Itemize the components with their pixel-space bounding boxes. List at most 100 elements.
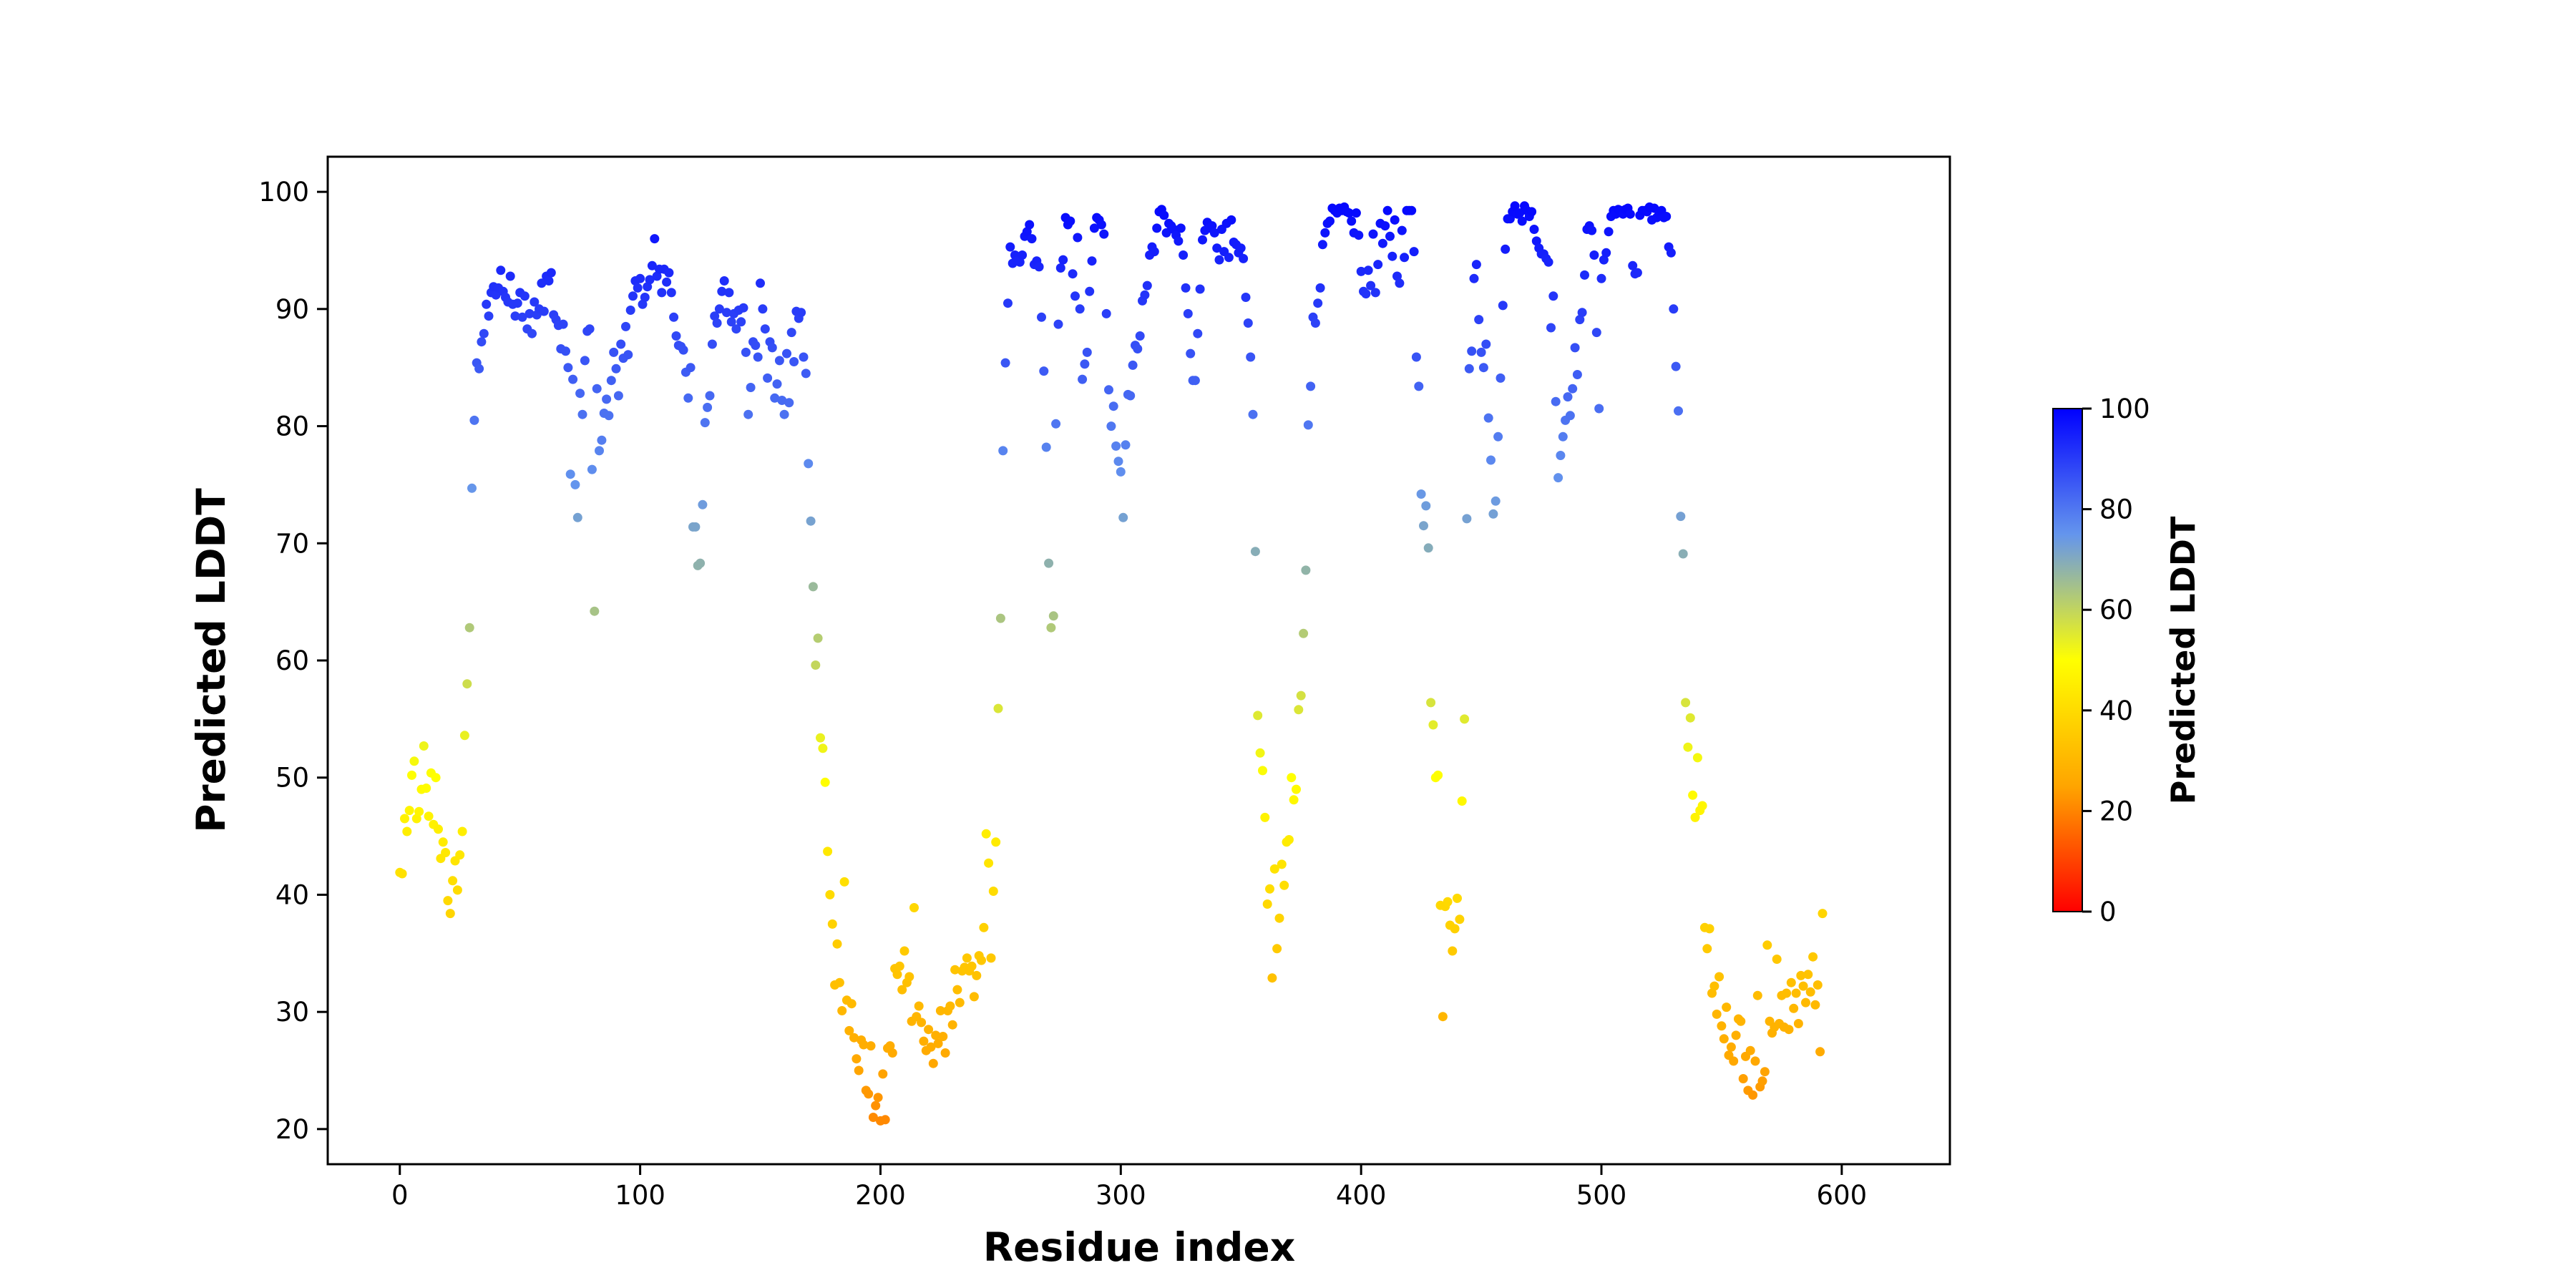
data-point (1113, 457, 1123, 467)
data-point (796, 308, 806, 318)
data-point (909, 903, 919, 912)
data-point (887, 1048, 897, 1058)
data-point (1000, 358, 1010, 368)
data-point (1736, 1016, 1746, 1026)
data-point (834, 977, 844, 987)
data-point (897, 985, 907, 995)
data-point (917, 1018, 927, 1028)
data-point (1121, 440, 1131, 450)
data-point (431, 773, 441, 783)
data-point (854, 1065, 864, 1075)
colorbar-tick-label: 20 (2099, 796, 2133, 826)
data-point (1152, 223, 1162, 233)
data-point (1591, 328, 1601, 338)
colorbar-title: Predicted LDDT (2164, 516, 2202, 804)
data-point (1577, 308, 1587, 318)
data-point (1186, 348, 1196, 358)
data-point (1801, 997, 1810, 1008)
data-point (1738, 1074, 1748, 1083)
data-point (421, 784, 431, 793)
data-point (609, 347, 619, 357)
data-point (743, 409, 753, 419)
data-point (1662, 212, 1672, 221)
data-point (587, 464, 597, 474)
data-point (1433, 770, 1443, 780)
data-point (404, 806, 414, 816)
data-point (782, 348, 791, 358)
data-point (1411, 352, 1421, 362)
data-point (519, 291, 530, 301)
data-point (1176, 223, 1186, 233)
data-point (1142, 280, 1152, 291)
data-point (1460, 714, 1470, 724)
data-point (1501, 244, 1511, 254)
data-point (873, 1093, 883, 1103)
data-point (724, 288, 734, 298)
data-point (1553, 473, 1563, 483)
data-point (1762, 940, 1772, 950)
data-point (441, 848, 451, 857)
data-point (758, 304, 768, 314)
colorbar-ticks: 0 20 40 60 80 100 (2082, 394, 2150, 927)
data-point (1565, 411, 1575, 421)
data-point (505, 271, 515, 281)
data-point (696, 558, 706, 568)
data-point (575, 389, 585, 399)
data-point (811, 660, 821, 670)
data-point (1373, 260, 1383, 270)
data-point (1051, 419, 1061, 429)
data-point (1058, 255, 1068, 265)
data-point (1044, 558, 1054, 568)
data-point (407, 770, 416, 780)
data-point (1048, 611, 1058, 621)
x-tick-label: 600 (1817, 1180, 1868, 1211)
data-point (484, 311, 494, 321)
data-point (1671, 361, 1681, 371)
data-points (395, 201, 1828, 1126)
data-point (628, 291, 638, 301)
data-point (1625, 209, 1635, 219)
data-point (789, 357, 799, 366)
data-point (801, 369, 811, 379)
data-point (859, 1040, 869, 1050)
y-tick-label: 70 (275, 528, 309, 559)
data-point (445, 909, 455, 919)
data-point (1149, 247, 1159, 257)
data-point (1246, 352, 1256, 362)
data-point (1347, 216, 1357, 226)
data-point (1174, 236, 1184, 246)
data-point (1803, 970, 1813, 980)
data-point (756, 278, 765, 288)
data-point (899, 946, 909, 956)
data-point (774, 356, 784, 366)
data-point (1669, 304, 1679, 314)
data-point (1301, 565, 1311, 575)
data-point (419, 741, 429, 751)
data-point (1128, 360, 1138, 370)
data-point (1289, 795, 1299, 805)
data-point (643, 282, 653, 292)
data-point (1493, 431, 1503, 441)
data-point (1712, 1009, 1722, 1019)
x-axis-ticks: 0 100 200 300 400 500 600 (391, 1164, 1867, 1211)
data-point (1808, 952, 1818, 962)
data-point (1325, 216, 1335, 226)
data-point (1717, 1021, 1727, 1031)
data-point (1491, 496, 1501, 506)
data-point (1517, 216, 1527, 226)
data-point (512, 298, 522, 308)
data-point (746, 383, 756, 392)
data-point (1476, 347, 1486, 357)
data-point (1296, 691, 1306, 701)
data-point (1183, 308, 1193, 318)
data-point (784, 398, 794, 408)
data-point (1161, 228, 1171, 238)
data-point (1722, 1002, 1732, 1013)
data-point (409, 756, 419, 766)
data-point (1697, 801, 1707, 811)
data-point (813, 633, 823, 643)
data-point (1287, 773, 1297, 783)
data-point (537, 278, 547, 288)
data-point (839, 877, 849, 887)
colorbar (2052, 408, 2083, 912)
